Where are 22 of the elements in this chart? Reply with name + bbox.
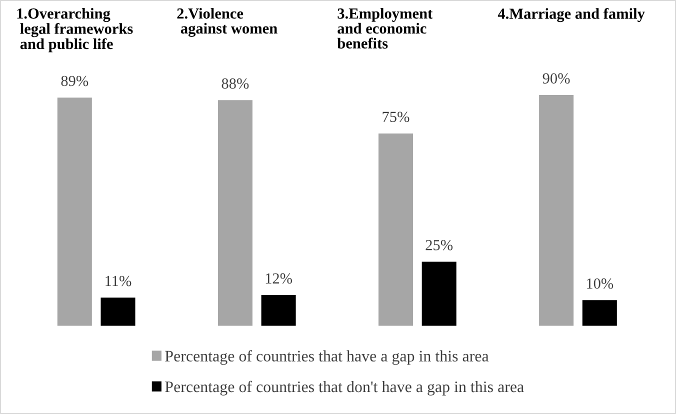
bar	[218, 100, 252, 326]
x-tick-label: 3.Employment and economic benefits	[337, 8, 433, 49]
bar	[261, 295, 296, 326]
data-label: 89%	[61, 76, 88, 86]
x-tick-label: 1.Overarching legal frameworks and public life	[17, 8, 133, 52]
bar	[100, 298, 136, 326]
x-tick-label: 4.Marriage and family	[498, 8, 645, 22]
data-label: 75%	[382, 112, 410, 122]
legend-label: Percentage of countries that have a gap in this area	[165, 350, 489, 365]
data-label: 88%	[222, 78, 249, 89]
data-label: 12%	[266, 273, 292, 284]
data-label: 25%	[426, 240, 453, 250]
legend-label: Percentage of countries that don't have a gap in this area	[165, 380, 524, 396]
bar	[57, 98, 92, 326]
x-tick-label: 2.Violence against women	[177, 8, 278, 37]
data-label: 10%	[586, 278, 614, 289]
data-label: 11%	[106, 276, 132, 286]
data-label: 90%	[542, 73, 570, 84]
bar	[378, 133, 414, 326]
bar	[582, 300, 617, 326]
bar	[422, 262, 456, 326]
bar	[539, 95, 574, 326]
